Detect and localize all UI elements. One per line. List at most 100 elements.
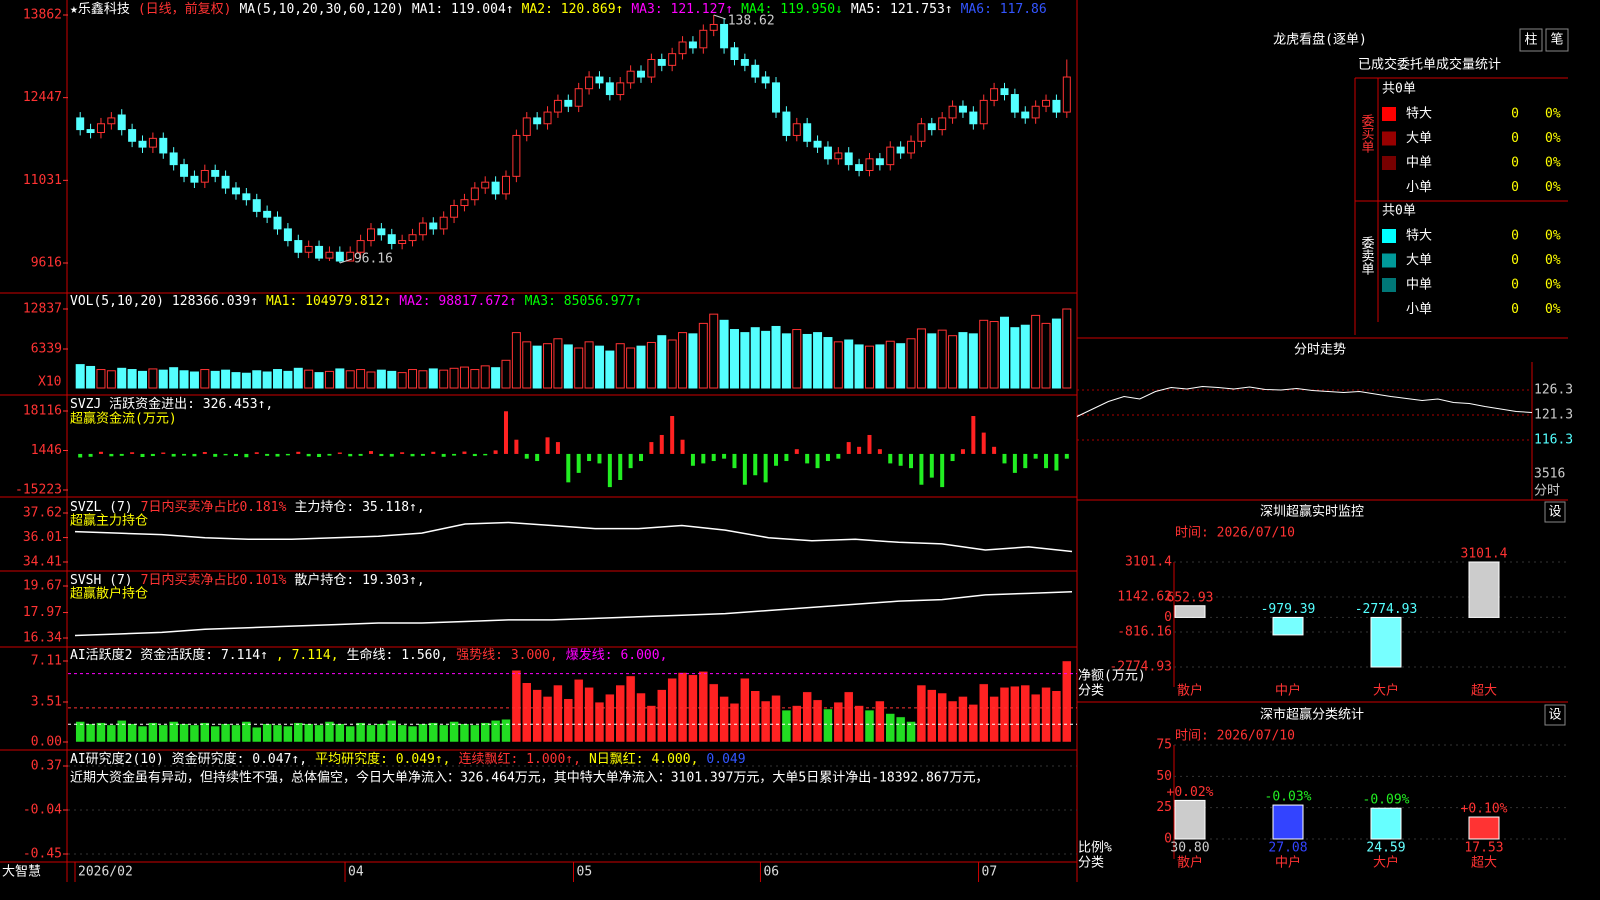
- flow-bar: [940, 453, 945, 488]
- volume-bar: [896, 343, 906, 389]
- candle-body: [377, 228, 386, 236]
- activity-bar: [584, 687, 594, 743]
- category-label: 散户: [1177, 683, 1203, 699]
- flow-bar: [919, 453, 924, 485]
- candle-body: [668, 53, 677, 66]
- header-item: 爆发线: 6.000,: [566, 647, 668, 663]
- flow-bar: [192, 453, 197, 457]
- candle-body: [221, 175, 230, 189]
- y-tick-label: 0.37: [31, 759, 62, 774]
- flow-bar: [182, 453, 187, 456]
- volume-bar: [376, 369, 386, 389]
- candle-body: [273, 216, 282, 230]
- tab-button-label: 笔: [1550, 32, 1563, 48]
- candle-body: [470, 187, 479, 201]
- settings-button[interactable]: [1544, 501, 1566, 523]
- y-tick-label: 6339: [31, 341, 62, 356]
- candle-body: [803, 123, 812, 142]
- y-tick-label: 18116: [23, 404, 62, 419]
- activity-bar: [563, 698, 574, 743]
- candle-body: [325, 251, 334, 259]
- candle-body: [720, 23, 729, 49]
- header-item: VOL(5,10,20): [70, 294, 164, 309]
- volume-bar: [314, 372, 324, 389]
- activity-bar: [127, 723, 137, 743]
- activity-bar: [999, 687, 1010, 743]
- volume-bar: [698, 322, 708, 389]
- flow-bar: [514, 439, 519, 454]
- activity-bar: [210, 725, 220, 743]
- volume-bar: [792, 329, 802, 389]
- header-item: 7日内买卖净占比0.181%: [141, 499, 287, 515]
- candle-body: [886, 146, 895, 166]
- header-item: MA4: 119.950↓: [741, 2, 843, 17]
- volume-bar: [553, 338, 563, 389]
- candle-body: [823, 146, 832, 160]
- candle-body: [439, 216, 448, 230]
- candle-body: [1062, 76, 1071, 113]
- candle-body: [917, 123, 926, 142]
- volume-bar: [1020, 324, 1030, 389]
- header-line: SVZJ 活跃资金进出: 326.453↑,: [70, 396, 273, 412]
- candle-body: [595, 76, 604, 84]
- activity-bar: [106, 724, 117, 743]
- candle-body: [699, 29, 708, 49]
- y-tick-label: 121.3: [1534, 408, 1573, 423]
- tab-button-label: 柱: [1524, 33, 1537, 48]
- candle-body: [159, 137, 168, 154]
- bar: [1272, 804, 1304, 840]
- tab-button[interactable]: [1519, 28, 1543, 52]
- flow-bar: [722, 453, 727, 459]
- category-label: 超大: [1471, 856, 1497, 871]
- panel-title: 深市超赢分类统计: [1260, 707, 1364, 723]
- panel-borders: [0, 0, 1568, 882]
- panel-subtitle: 超赢散户持仓: [70, 586, 148, 602]
- row-pct: 0%: [1545, 302, 1561, 317]
- volume-bar: [937, 329, 947, 389]
- flow-bar: [171, 453, 176, 457]
- y-tick-label: 116.3: [1534, 433, 1573, 448]
- candle-body: [834, 152, 843, 160]
- candle-body: [418, 222, 427, 236]
- settings-label: 设: [1548, 708, 1561, 723]
- y-tick-label: 9616: [31, 256, 62, 271]
- activity-bar: [189, 724, 200, 743]
- row-count: 0: [1511, 180, 1519, 195]
- flow-bar: [971, 416, 976, 454]
- candle-body: [792, 123, 801, 136]
- flow-bar: [493, 450, 498, 454]
- annotation-leader: [713, 14, 726, 20]
- activity-bar: [407, 725, 418, 743]
- flow-bar: [244, 453, 249, 458]
- activity-bar: [927, 689, 937, 743]
- intraday-line: [1076, 385, 1533, 417]
- y-axis-title: 比例%: [1078, 841, 1112, 856]
- volume-bar: [1041, 322, 1051, 389]
- candle-body: [346, 251, 355, 262]
- activity-bar: [303, 723, 314, 743]
- flow-bar: [130, 452, 135, 454]
- volume-bar: [678, 332, 688, 389]
- candle-body: [450, 205, 459, 218]
- change-label: -0.09%: [1363, 793, 1410, 808]
- activity-bar: [345, 725, 355, 743]
- y-tick-label: 7.11: [31, 654, 62, 669]
- y-tick-label: -15223: [15, 483, 62, 498]
- header-line: SVSH (7) 7日内买卖净占比0.101% 散户持仓: 19.303↑,: [70, 572, 425, 588]
- activity-bar: [916, 684, 927, 743]
- volume-bar: [854, 344, 864, 389]
- activity-bar: [459, 723, 470, 743]
- activity-bar: [283, 725, 293, 743]
- flow-bar: [680, 439, 685, 454]
- candle-body: [128, 129, 137, 142]
- candle-body: [429, 222, 438, 230]
- activity-bar: [947, 700, 958, 743]
- settings-button[interactable]: [1544, 704, 1566, 726]
- volume-bar: [511, 332, 521, 389]
- candle-body: [481, 181, 490, 189]
- tab-button[interactable]: [1545, 28, 1569, 52]
- candle-body: [1000, 88, 1009, 96]
- volume-bar: [335, 368, 345, 389]
- flow-bar: [140, 453, 145, 458]
